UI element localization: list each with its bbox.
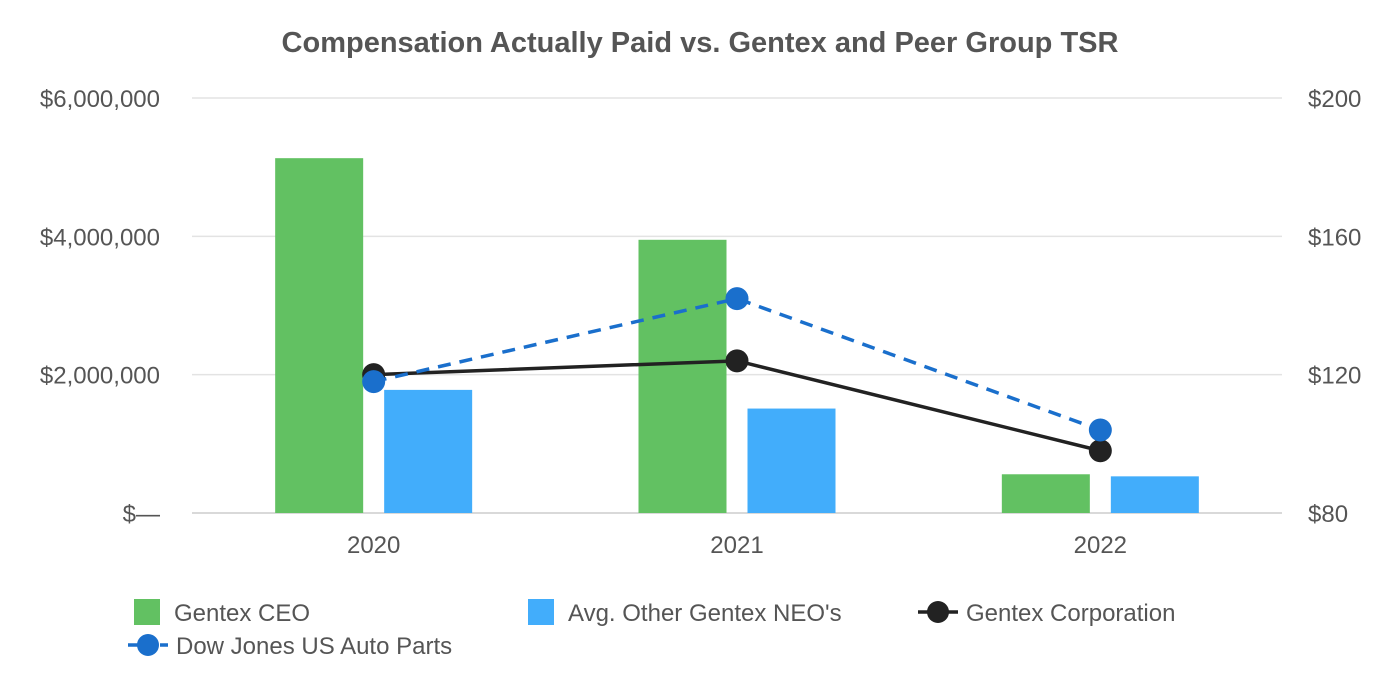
legend-item: Gentex CEO xyxy=(134,599,310,627)
legend-swatch xyxy=(528,599,554,625)
legend-marker xyxy=(137,634,159,656)
x-tick-label: 2021 xyxy=(710,532,763,559)
y-left-tick-label: $— xyxy=(123,501,160,528)
y-right-tick-label: $200 xyxy=(1308,86,1361,113)
y-right-tick-label: $120 xyxy=(1308,363,1361,390)
legend-label: Avg. Other Gentex NEO's xyxy=(568,600,842,627)
x-tick-label: 2022 xyxy=(1074,532,1127,559)
bars xyxy=(275,158,1199,514)
bar xyxy=(1001,474,1090,513)
series-point xyxy=(1088,439,1112,463)
legend-item: Gentex Corporation xyxy=(918,600,1175,627)
x-tick-label: 2020 xyxy=(347,532,400,559)
legend-swatch xyxy=(134,599,160,625)
legend-label: Gentex CEO xyxy=(174,600,310,627)
lines xyxy=(362,287,1112,463)
y-right-tick-label: $80 xyxy=(1308,501,1348,528)
bar xyxy=(275,158,364,514)
legend-label: Gentex Corporation xyxy=(966,600,1175,627)
y-right-tick-label: $160 xyxy=(1308,224,1361,251)
gridlines xyxy=(192,97,1282,514)
series-point xyxy=(1088,418,1112,442)
series-point xyxy=(362,370,386,394)
legend-item: Avg. Other Gentex NEO's xyxy=(528,599,842,627)
bar xyxy=(384,389,473,513)
legend-item: Dow Jones US Auto Parts xyxy=(128,633,452,660)
legend: Gentex CEO Avg. Other Gentex NEO's Gentex … xyxy=(128,599,1175,660)
legend-marker xyxy=(927,601,949,623)
axes: $— $2,000,000 $4,000,000 $6,000,000 $80 $120 $… xyxy=(40,86,1362,559)
legend-label: Dow Jones US Auto Parts xyxy=(176,633,452,660)
y-left-tick-label: $4,000,000 xyxy=(40,224,160,251)
bar xyxy=(747,408,836,513)
y-left-tick-label: $2,000,000 xyxy=(40,363,160,390)
y-left-tick-label: $6,000,000 xyxy=(40,86,160,113)
chart-title: Compensation Actually Paid vs. Gentex an… xyxy=(282,27,1119,59)
bar xyxy=(1110,476,1199,513)
series-point xyxy=(725,349,749,373)
bar xyxy=(638,239,727,513)
series-point xyxy=(725,287,749,311)
